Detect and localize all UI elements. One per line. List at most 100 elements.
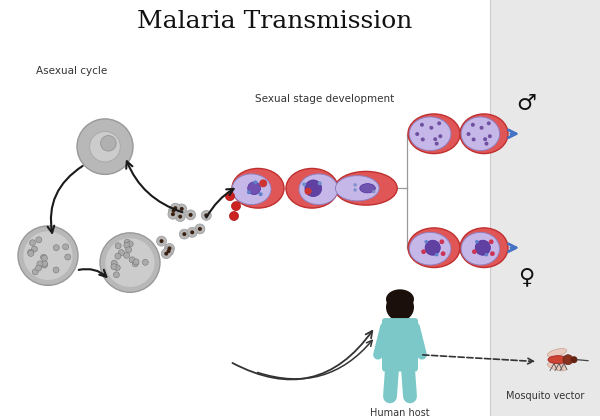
- Text: ♂: ♂: [516, 94, 536, 114]
- Circle shape: [65, 254, 71, 260]
- Circle shape: [41, 260, 47, 267]
- Circle shape: [53, 245, 59, 251]
- Ellipse shape: [232, 174, 271, 205]
- Circle shape: [100, 233, 160, 292]
- Circle shape: [111, 260, 117, 266]
- Circle shape: [115, 253, 121, 259]
- Circle shape: [259, 192, 263, 196]
- Circle shape: [472, 137, 476, 142]
- Circle shape: [169, 206, 179, 215]
- Circle shape: [142, 260, 148, 265]
- FancyArrowPatch shape: [126, 161, 182, 212]
- Circle shape: [182, 232, 187, 236]
- Circle shape: [563, 355, 573, 365]
- Circle shape: [441, 251, 445, 256]
- Circle shape: [226, 192, 235, 201]
- Circle shape: [185, 210, 196, 220]
- Circle shape: [472, 249, 477, 254]
- Circle shape: [171, 212, 175, 216]
- Circle shape: [353, 183, 357, 186]
- Circle shape: [36, 237, 42, 243]
- FancyArrowPatch shape: [257, 340, 372, 379]
- Circle shape: [37, 261, 43, 267]
- Ellipse shape: [547, 362, 567, 371]
- Circle shape: [127, 241, 133, 247]
- Circle shape: [424, 240, 428, 244]
- Circle shape: [253, 180, 257, 184]
- Circle shape: [89, 131, 121, 162]
- Circle shape: [111, 264, 117, 270]
- Circle shape: [160, 239, 164, 243]
- Circle shape: [106, 238, 155, 287]
- Circle shape: [41, 255, 47, 261]
- Circle shape: [489, 239, 494, 244]
- Circle shape: [439, 239, 444, 244]
- Ellipse shape: [335, 176, 379, 201]
- Text: Sexual stage development: Sexual stage development: [255, 94, 394, 104]
- Circle shape: [172, 209, 176, 213]
- Circle shape: [302, 182, 306, 186]
- Bar: [490, 0, 600, 416]
- Ellipse shape: [460, 228, 508, 268]
- Circle shape: [259, 179, 267, 187]
- Circle shape: [475, 240, 490, 255]
- Circle shape: [31, 246, 37, 252]
- Circle shape: [115, 243, 121, 249]
- Ellipse shape: [408, 228, 460, 268]
- Ellipse shape: [360, 184, 376, 193]
- Circle shape: [125, 247, 131, 253]
- Circle shape: [179, 229, 190, 239]
- Circle shape: [187, 227, 197, 237]
- Circle shape: [305, 180, 322, 197]
- Circle shape: [167, 247, 172, 250]
- FancyArrowPatch shape: [206, 189, 233, 218]
- FancyBboxPatch shape: [382, 318, 418, 372]
- Circle shape: [173, 206, 178, 210]
- Circle shape: [77, 119, 133, 174]
- Circle shape: [483, 137, 487, 141]
- FancyArrowPatch shape: [232, 331, 372, 380]
- Ellipse shape: [548, 356, 568, 364]
- Circle shape: [425, 240, 440, 255]
- Ellipse shape: [409, 232, 451, 265]
- Ellipse shape: [461, 117, 500, 151]
- Circle shape: [488, 134, 492, 138]
- Circle shape: [479, 126, 484, 130]
- Circle shape: [118, 249, 124, 255]
- Text: Malaria Transmission: Malaria Transmission: [137, 10, 413, 33]
- Circle shape: [168, 209, 178, 219]
- Circle shape: [421, 137, 425, 142]
- Circle shape: [490, 251, 495, 256]
- Circle shape: [433, 137, 437, 141]
- Circle shape: [435, 142, 439, 146]
- Circle shape: [170, 203, 181, 213]
- Circle shape: [157, 236, 167, 246]
- Circle shape: [175, 212, 185, 221]
- Circle shape: [435, 253, 439, 257]
- Circle shape: [415, 132, 419, 136]
- Circle shape: [188, 213, 193, 217]
- Circle shape: [485, 253, 488, 257]
- Circle shape: [430, 126, 433, 130]
- Circle shape: [195, 224, 205, 234]
- FancyArrowPatch shape: [79, 269, 106, 277]
- Circle shape: [248, 182, 260, 194]
- Circle shape: [101, 136, 116, 151]
- Ellipse shape: [409, 117, 451, 151]
- Circle shape: [133, 259, 139, 265]
- Circle shape: [167, 249, 170, 253]
- Circle shape: [420, 123, 424, 127]
- Circle shape: [28, 249, 34, 255]
- Ellipse shape: [232, 168, 284, 208]
- Circle shape: [421, 249, 426, 254]
- Text: Human host: Human host: [370, 408, 430, 418]
- Circle shape: [318, 181, 322, 185]
- Circle shape: [232, 202, 241, 210]
- Ellipse shape: [299, 174, 338, 205]
- Circle shape: [164, 252, 168, 256]
- Circle shape: [129, 257, 135, 263]
- Circle shape: [353, 188, 357, 192]
- Circle shape: [198, 227, 202, 231]
- Ellipse shape: [408, 114, 460, 154]
- Ellipse shape: [460, 114, 508, 154]
